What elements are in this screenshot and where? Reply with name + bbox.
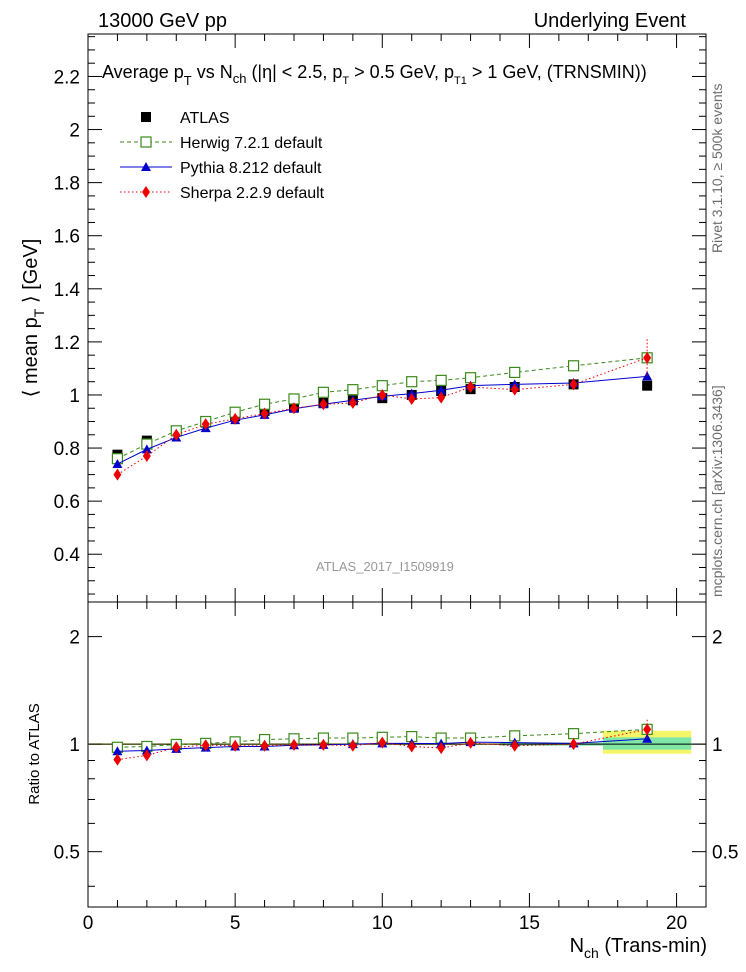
ratio-sherpa-point [569, 738, 578, 751]
x-tick-label: 10 [372, 913, 393, 934]
ratio-sherpa-point [378, 736, 387, 749]
main-y-label: ⟨ mean pT ⟩ [GeV] [20, 239, 47, 398]
ratio-pythia-point [112, 746, 123, 756]
ratio-axes: 0.5 0.51 12 20 5 10 15 20 [54, 602, 738, 934]
ratio-y-tick-label: 1 [69, 735, 80, 756]
ratio-sherpa-point [201, 739, 210, 752]
main-title: Average pT vs Nch (|η| < 2.5, pT > 0.5 G… [102, 62, 647, 88]
ratio-y-label: Ratio to ATLAS [26, 703, 43, 804]
atlas-point [642, 380, 653, 391]
ratio-sherpa-point [348, 739, 357, 752]
sherpa-point [569, 378, 578, 391]
sherpa-point [437, 391, 446, 404]
ratio-y-tick-label-right: 1 [712, 735, 723, 756]
ratio-sherpa-point [466, 736, 475, 749]
y-tick-label: 1.2 [54, 333, 80, 354]
legend-pythia-marker [141, 162, 151, 171]
sherpa-point [348, 396, 357, 409]
y-tick-label: 2.2 [54, 67, 80, 88]
legend-atlas-marker [141, 112, 151, 122]
legend-herwig-marker [140, 136, 152, 148]
ratio-pythia-point [642, 733, 653, 743]
herwig-point [509, 366, 521, 379]
ratio-sherpa-point [142, 749, 151, 762]
herwig-point [406, 376, 418, 388]
y-tick-label: 0.4 [54, 545, 81, 566]
watermark: ATLAS_2017_I1509919 [316, 559, 454, 574]
y-tick-label: 1.6 [54, 227, 80, 248]
ratio-sherpa-point [643, 723, 652, 736]
x-tick-label: 20 [666, 913, 687, 934]
sherpa-point [319, 398, 328, 411]
main-axes: 0.4 0.6 0.8 1 1.2 1.4 1.6 1.8 2 2.2 [54, 34, 707, 602]
pythia-point [436, 385, 447, 395]
ratio-sherpa-point [113, 753, 122, 766]
x-tick-label: 5 [230, 913, 241, 934]
ratio-sherpa-point [510, 739, 519, 752]
mcplots-label: mcplots.cern.ch [arXiv:1306.3436] [709, 385, 725, 597]
y-tick-label: 0.8 [54, 439, 80, 460]
sherpa-point [466, 381, 475, 394]
ratio-frame [87, 601, 707, 908]
ratio-series [111, 719, 653, 766]
ratio-y-tick-label: 2 [69, 628, 80, 649]
ratio-y-tick-label-right: 2 [712, 628, 723, 649]
herwig-point [347, 384, 359, 396]
sherpa-point [510, 383, 519, 396]
legend-sherpa-marker [142, 186, 150, 198]
x-tick-label: 15 [519, 913, 540, 934]
pythia-point [642, 371, 653, 381]
ratio-sherpa-point [319, 738, 328, 751]
herwig-point [317, 386, 330, 398]
ratio-sherpa-point [290, 738, 298, 751]
ratio-sherpa-point [260, 739, 269, 752]
sherpa-point [407, 392, 416, 405]
sherpa-point [378, 388, 387, 401]
pythia-line [117, 375, 648, 465]
y-tick-label: 1.8 [54, 174, 80, 195]
main-panel: 0.4 0.6 0.8 1 1.2 1.4 1.6 1.8 2 2.2 ATLAS_2017_I1… [20, 33, 707, 603]
sherpa-point [290, 402, 298, 415]
header-left: 13000 GeV pp [98, 10, 227, 32]
x-tick-label: 0 [83, 913, 94, 934]
legend-herwig-label: Herwig 7.2.1 default [180, 135, 323, 152]
ratio-y-tick-label-right: 0.5 [712, 843, 738, 864]
ratio-sherpa-point [231, 739, 240, 752]
ratio-panel: 0.5 0.51 12 20 5 10 15 20 Ratio to ATLAS [26, 601, 738, 934]
main-series [111, 339, 653, 481]
legend-sherpa-label: Sherpa 2.2.9 default [180, 185, 325, 202]
herwig-point [567, 360, 580, 372]
sherpa-point [201, 418, 210, 431]
ratio-sherpa-point [407, 740, 416, 753]
ratio-sherpa-point [437, 742, 446, 755]
herwig-line [117, 357, 648, 460]
legend: ATLAS Herwig 7.2.1 default Pythia 8.212 de… [120, 110, 325, 202]
ratio-herwig-line [117, 728, 648, 748]
sherpa-point [113, 468, 122, 481]
y-tick-label: 1.4 [54, 280, 81, 301]
legend-atlas-label: ATLAS [180, 110, 230, 127]
y-tick-label: 2 [69, 121, 80, 142]
ratio-sherpa-point [172, 741, 181, 754]
sherpa-point [142, 450, 151, 463]
ratio-y-tick-label: 0.5 [54, 843, 80, 864]
sherpa-point [172, 428, 181, 441]
x-axis-label: Nch (Trans-min) [570, 935, 707, 961]
pythia-point [112, 458, 123, 468]
y-tick-label: 0.6 [54, 492, 80, 513]
sherpa-point [231, 412, 240, 425]
header-right: Underlying Event [534, 10, 687, 32]
herwig-point [435, 374, 447, 386]
pythia-point [141, 444, 152, 454]
sherpa-point [260, 407, 269, 420]
y-tick-label: 1 [69, 386, 80, 407]
rivet-label: Rivet 3.1.10, ≥ 500k events [709, 83, 725, 253]
sherpa-line [117, 357, 648, 476]
ratio-pythia-line [117, 738, 648, 752]
legend-pythia-label: Pythia 8.212 default [180, 160, 322, 177]
ratio-herwig-point [567, 728, 580, 740]
